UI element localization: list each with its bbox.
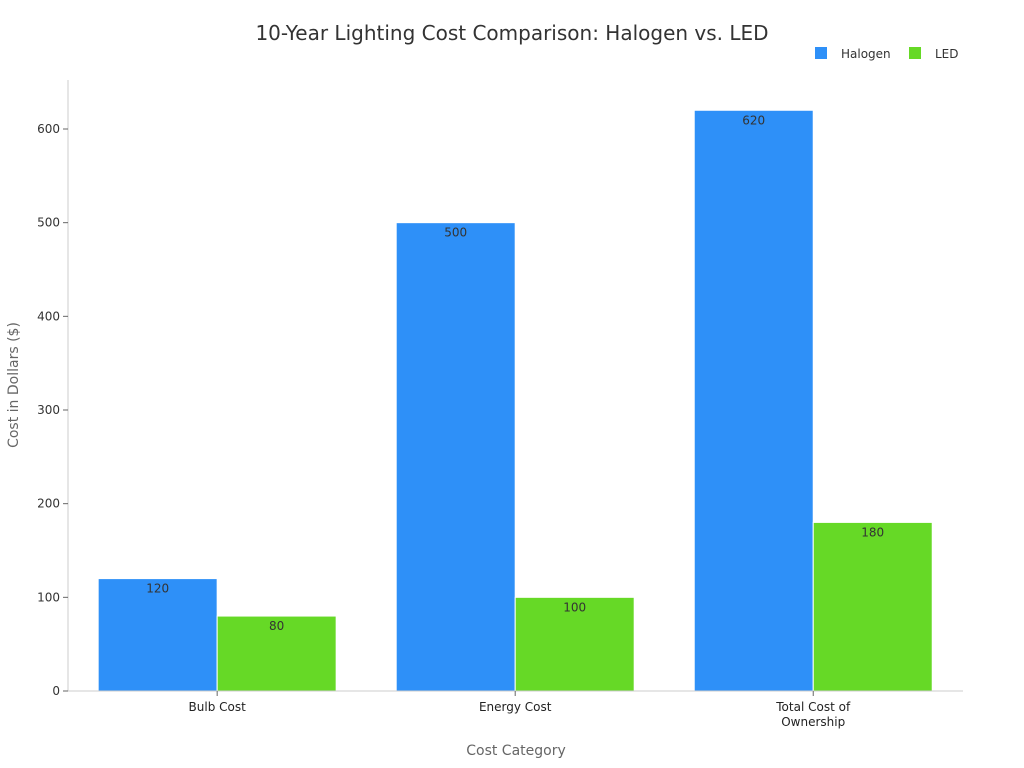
data-label: 180 — [861, 525, 884, 539]
data-label: 120 — [146, 582, 169, 596]
x-tick-label: Bulb Cost — [189, 700, 247, 714]
x-tick-label: Energy Cost — [479, 700, 552, 714]
bar-led[interactable] — [216, 615, 337, 692]
legend-label: LED — [935, 47, 959, 61]
legend-swatch-led — [909, 47, 921, 59]
legend: Halogen LED — [815, 47, 959, 61]
legend-label: Halogen — [841, 47, 891, 61]
data-label: 80 — [269, 619, 284, 633]
bar-led[interactable] — [514, 596, 635, 692]
bar-led[interactable] — [812, 521, 933, 692]
y-tick-label: 500 — [37, 216, 60, 230]
y-tick-label: 100 — [37, 590, 60, 604]
data-label: 500 — [444, 226, 467, 240]
y-axis-label: Cost in Dollars ($) — [6, 322, 22, 448]
bar-halogen[interactable] — [693, 109, 814, 692]
chart-title: 10-Year Lighting Cost Comparison: Haloge… — [255, 21, 768, 45]
x-axis-label: Cost Category — [466, 743, 566, 759]
y-tick-label: 300 — [37, 403, 60, 417]
x-tick-label: Total Cost of Ownership — [775, 700, 851, 729]
y-tick-label: 200 — [37, 497, 60, 511]
legend-swatch-halogen — [815, 47, 827, 59]
y-tick-label: 400 — [37, 309, 60, 323]
bar-halogen[interactable] — [97, 578, 218, 692]
data-label: 620 — [742, 113, 765, 127]
y-tick-label: 0 — [52, 684, 60, 698]
y-tick-label: 600 — [37, 122, 60, 136]
data-label: 100 — [563, 600, 586, 614]
bar-halogen[interactable] — [395, 222, 516, 692]
